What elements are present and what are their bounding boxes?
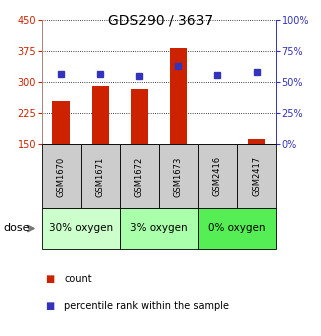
- Text: GSM1673: GSM1673: [174, 156, 183, 197]
- Text: GSM1671: GSM1671: [96, 156, 105, 197]
- Text: ■: ■: [45, 274, 54, 284]
- Bar: [169, 48, 187, 144]
- Bar: [248, 139, 265, 144]
- Text: GSM1670: GSM1670: [57, 156, 66, 197]
- Text: count: count: [64, 274, 92, 284]
- Text: GSM2416: GSM2416: [213, 156, 222, 197]
- Text: dose: dose: [3, 223, 30, 234]
- Text: 0% oxygen: 0% oxygen: [208, 223, 266, 234]
- Bar: [131, 89, 148, 144]
- Text: GDS290 / 3637: GDS290 / 3637: [108, 13, 213, 28]
- Text: 30% oxygen: 30% oxygen: [49, 223, 113, 234]
- Text: percentile rank within the sample: percentile rank within the sample: [64, 301, 229, 311]
- Text: GSM2417: GSM2417: [252, 156, 261, 197]
- Text: ■: ■: [45, 301, 54, 311]
- Bar: [91, 86, 109, 144]
- Text: 3% oxygen: 3% oxygen: [130, 223, 188, 234]
- Text: GSM1672: GSM1672: [135, 156, 144, 197]
- Bar: [52, 101, 70, 144]
